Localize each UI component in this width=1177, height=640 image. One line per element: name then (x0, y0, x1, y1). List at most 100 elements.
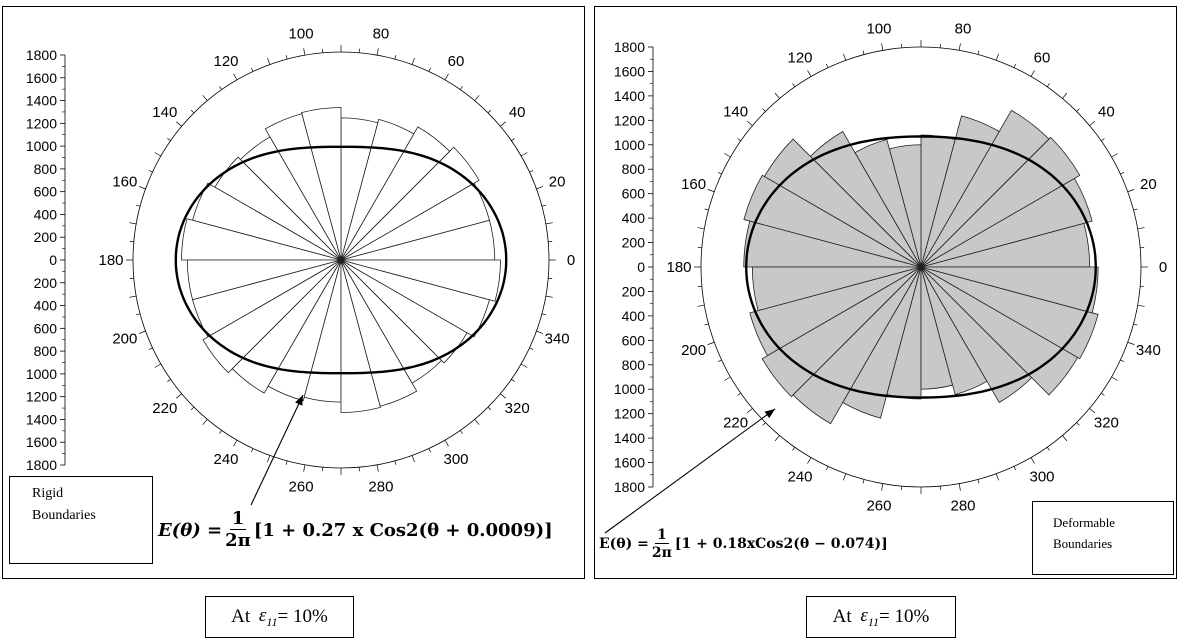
angle-tick (843, 53, 847, 61)
angle-label: 60 (1034, 49, 1051, 66)
angle-tick (977, 50, 980, 55)
formula-numerator: 1 (229, 508, 247, 530)
angle-tick (977, 479, 980, 484)
radial-tick-label: 1200 (26, 115, 57, 131)
annotation-arrowhead (764, 409, 775, 419)
angle-label: 320 (505, 400, 530, 417)
angle-tick (697, 304, 705, 307)
radial-tick-label: 600 (622, 332, 646, 348)
angle-tick (826, 466, 829, 471)
angle-tick (1137, 304, 1145, 307)
radial-tick-label: 1600 (614, 455, 645, 471)
radial-tick-label: 800 (34, 161, 58, 177)
angle-tick (500, 121, 506, 127)
angle-tick (1120, 172, 1125, 175)
angle-label: 20 (549, 173, 566, 190)
angle-label: 180 (98, 252, 123, 269)
angle-tick (529, 347, 534, 350)
angle-tick (1046, 447, 1050, 451)
angle-tick (202, 419, 208, 425)
panel-label-line-2: Boundaries (32, 508, 96, 523)
rose-bin (792, 266, 922, 425)
angle-tick (1089, 408, 1096, 414)
angle-tick (545, 222, 553, 225)
angle-tick (1013, 63, 1016, 68)
angle-tick (154, 363, 162, 368)
angle-tick (500, 393, 506, 399)
caption-suffix: = 10% (879, 606, 930, 627)
angle-tick (862, 479, 865, 484)
angle-label: 160 (681, 176, 706, 193)
panel-label-line-1: Rigid (32, 486, 64, 501)
angle-label: 0 (1159, 259, 1167, 276)
angle-tick (746, 120, 753, 126)
angle-label: 180 (666, 259, 691, 276)
angle-tick (129, 295, 137, 298)
angle-tick (511, 379, 515, 382)
rose-bin (743, 220, 922, 268)
angle-tick (428, 448, 431, 453)
formula-denominator: 2π (225, 530, 251, 551)
rose-bin (267, 259, 342, 402)
radial-tick-label: 200 (34, 229, 58, 245)
rose-chart-deformable: 0 20 40 60 80 100 120 140 160 180 200 220 240 260 280 3… (604, 21, 1167, 534)
angle-label: 300 (1029, 469, 1054, 486)
angle-label: 200 (681, 342, 706, 359)
rose-bin (920, 136, 1081, 268)
angle-tick (520, 152, 528, 157)
angle-tick (826, 63, 829, 68)
chart-panel-rigid: 0 20 40 60 80 100 120 140 160 180 200 220 240 260 280 3… (2, 6, 585, 579)
angle-tick (717, 172, 722, 175)
radial-tick-label: 800 (34, 343, 58, 359)
caption-prefix: At (832, 606, 857, 627)
rose-bin (920, 266, 1099, 360)
angle-tick (958, 483, 961, 491)
angle-label: 100 (866, 21, 891, 38)
angle-tick (303, 48, 306, 56)
angle-tick (176, 393, 182, 399)
panel-label-line-2: Boundaries (1053, 536, 1113, 551)
angle-label: 240 (787, 469, 812, 486)
angle-label: 300 (443, 451, 468, 468)
radial-tick-label: 1400 (26, 411, 57, 427)
rose-bin (340, 146, 480, 261)
angle-tick (774, 435, 780, 442)
annotation-arrow (604, 408, 776, 534)
angle-tick (267, 455, 271, 463)
angle-tick (219, 86, 222, 90)
angle-tick (285, 55, 288, 60)
angle-tick (862, 50, 865, 55)
angle-tick (176, 121, 182, 127)
angle-label: 340 (1136, 342, 1161, 359)
angle-tick (704, 208, 709, 211)
radial-tick-label: 1000 (26, 138, 57, 154)
angle-tick (707, 189, 715, 193)
angle-tick (881, 43, 884, 51)
angle-tick (1127, 341, 1135, 345)
fit-formula-rigid: E(θ) = 1 2π [1 + 0.27 x Cos2(θ + 0.0009)… (158, 510, 553, 550)
panel-label-deformable: Deformable Boundaries (1032, 501, 1174, 575)
radial-tick-label: 400 (34, 206, 58, 222)
angle-label: 140 (152, 104, 177, 121)
angle-tick (1030, 70, 1035, 77)
angle-label: 120 (787, 49, 812, 66)
radial-tick-label: 400 (622, 308, 646, 324)
annotation-arrow (250, 394, 304, 506)
angle-label: 140 (723, 103, 748, 120)
angle-tick (487, 109, 492, 114)
formula-rhs: [1 + 0.18xCos2(θ − 0.074)] (674, 536, 888, 552)
angle-tick (251, 448, 254, 453)
radial-tick-label: 1000 (26, 366, 57, 382)
angle-tick (1101, 138, 1105, 142)
angle-tick (251, 67, 254, 72)
angle-tick (1133, 208, 1138, 211)
rose-bin (340, 118, 415, 261)
formula-denominator: 2π (651, 545, 672, 561)
radial-tick-label: 600 (34, 320, 58, 336)
angle-tick (1046, 83, 1050, 87)
angle-tick (376, 464, 379, 472)
rose-bin (920, 115, 1000, 268)
angle-tick (807, 70, 812, 77)
angle-tick (707, 341, 715, 345)
angle-tick (536, 186, 544, 190)
